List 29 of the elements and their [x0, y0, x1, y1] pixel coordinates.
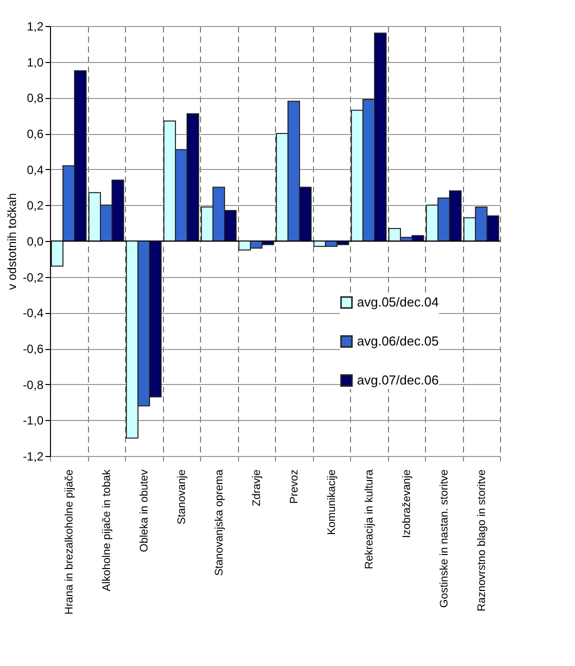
y-tick-label: -1,2	[22, 450, 44, 464]
x-tick-label: Stanovanje	[176, 470, 188, 525]
y-tick-label: 0,0	[26, 234, 44, 248]
y-tick-label: 1,2	[26, 20, 44, 34]
y-tick-label: 0,6	[26, 127, 44, 141]
y-axis-title: v odstotnih točkah	[4, 193, 19, 290]
y-tick-label: -0,6	[22, 342, 44, 356]
y-tick-label: 0,2	[26, 198, 44, 213]
x-tick-label: Raznovrstno blago in storitve	[476, 470, 488, 612]
y-tick-label: -0,4	[22, 306, 44, 320]
x-tick-label: Alkoholne pijače in tobak	[100, 469, 113, 592]
x-tick-label: Izobraževanje	[400, 470, 413, 538]
legend-label: avg.05/dec.04	[357, 294, 439, 310]
x-tick-label: Obleka in obutev	[138, 469, 150, 552]
x-tick-label: Stanovanjska oprema	[213, 468, 226, 576]
x-tick-label: Rekreacija in kultura	[363, 468, 376, 570]
legend-label: avg.07/dec.06	[357, 372, 439, 388]
y-tick-label: 0,4	[26, 162, 44, 177]
y-tick-label: -0,8	[22, 378, 44, 392]
x-tick-label: Gostinske in nastan. storitve	[438, 470, 450, 608]
legend-label: avg.06/dec.05	[357, 334, 439, 348]
y-tick-label: 1,0	[26, 55, 44, 70]
y-tick-label: 0,8	[26, 91, 44, 106]
x-tick-label: Hrana in brezalkoholne pijače	[63, 470, 76, 614]
y-tick-label: -0,2	[22, 270, 44, 284]
x-tick-label: Komunikacije	[326, 470, 338, 535]
y-tick-label: -1,0	[22, 414, 44, 428]
x-tick-label: Prevoz	[288, 470, 300, 504]
x-tick-label: Zdravje	[250, 470, 263, 506]
